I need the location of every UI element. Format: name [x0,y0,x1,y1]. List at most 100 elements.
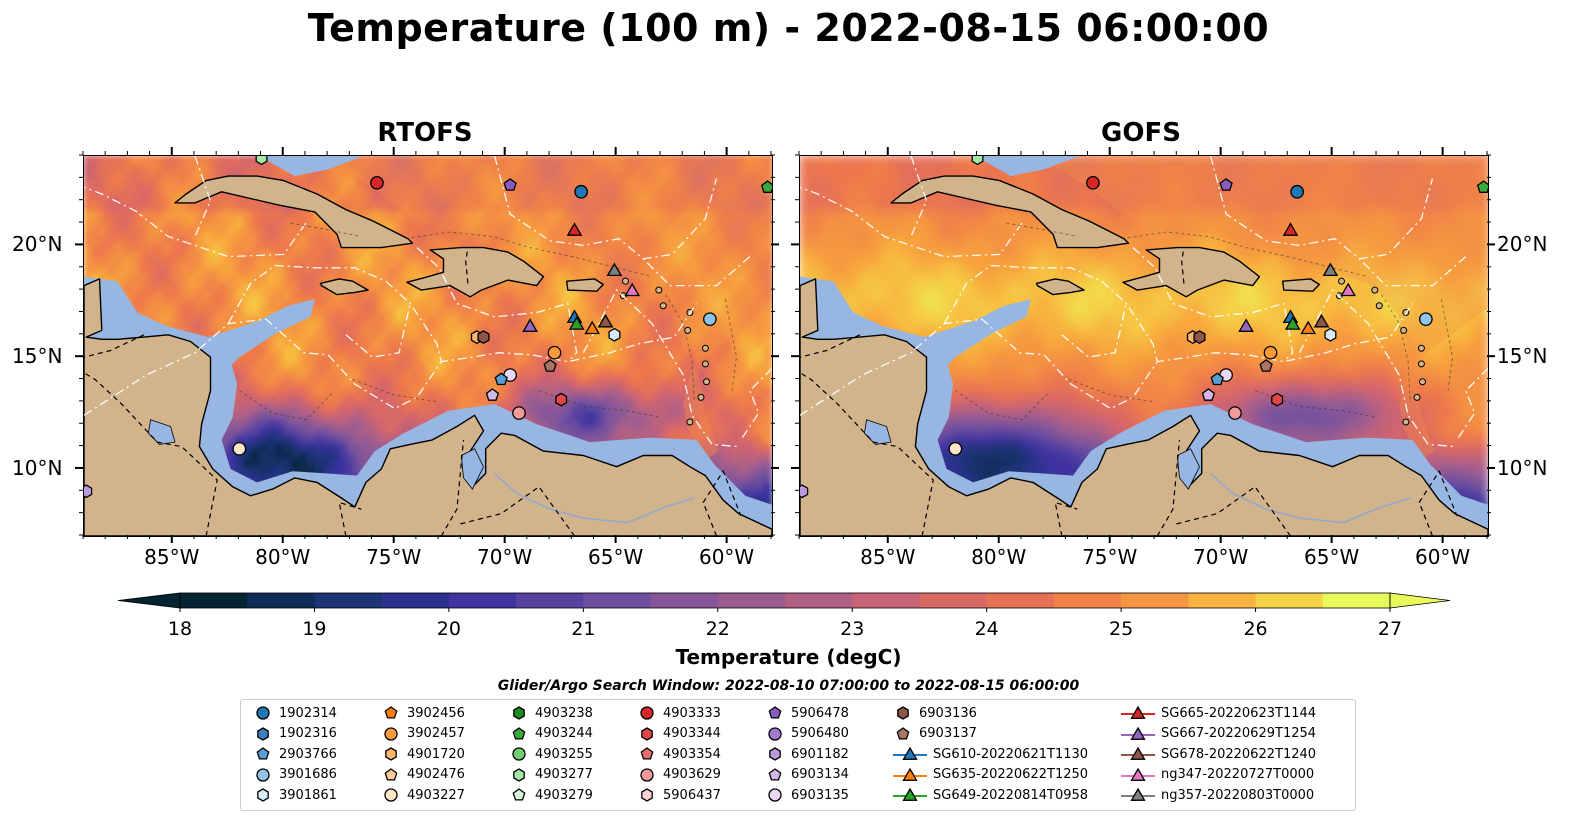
colorbar-extend-low [117,592,181,609]
legend-item-label: 4903279 [535,787,593,803]
marker-2903766 [1210,372,1224,386]
observation-markers [84,156,772,499]
marker-4903333 [370,175,384,190]
legend-item-label: 4903255 [535,746,593,762]
legend-item-label: 5906478 [791,705,849,721]
marker-4903344 [555,392,568,407]
circle-marker-icon [768,726,782,741]
marker-4903344 [1271,392,1284,407]
marker-6903137 [1259,359,1273,372]
legend-item: SG649-20220814T0958 [893,785,1088,805]
circle-marker-icon [512,747,526,761]
legend-item-label: 3901861 [279,787,337,803]
marker-6903137 [543,359,557,372]
pentagon-marker-icon [512,788,526,801]
legend-item: 4903629 [637,765,721,785]
colorbar-tick-label: 23 [840,618,865,640]
marker-SG649-20220814T0958 [568,316,585,330]
panel-title-rtofs: RTOFS [377,118,473,148]
colorbar-segment [180,593,248,608]
legend-item-label: 6903136 [919,705,977,721]
legend-item-label: SG665-20220623T1144 [1161,705,1317,721]
colorbar-segment [717,593,786,608]
marker-SG665-20220623T1144 [1282,222,1299,236]
figure-title: Temperature (100 m) - 2022-08-15 06:00:0… [307,6,1270,50]
hexagon-marker-icon [641,726,653,741]
colorbar-segment [919,593,988,608]
legend-item: SG610-20220621T1130 [893,744,1088,764]
colorbar-segment [986,593,1055,608]
pentagon-marker-icon [512,726,526,740]
legend-item-label: 4903344 [663,726,721,741]
lon-tick-label: 85°W [860,545,916,569]
lat-tick-label: 10°N [12,455,63,480]
marker-SG649-20220814T0958 [1284,316,1301,330]
legend-item: 5906480 [765,724,849,744]
legend-item: 4903279 [509,785,593,805]
observation-markers [800,156,1488,499]
hexagon-marker-icon [513,767,525,782]
legend-item: 4903344 [637,724,721,744]
legend-item: SG678-20220622T1240 [1121,744,1316,764]
lon-tick-label: 70°W [477,545,533,569]
pentagon-marker-icon [256,747,270,760]
hexagon-marker-icon [641,788,653,802]
colorbar-segment [1053,593,1122,608]
legend-item: 3901686 [253,765,337,785]
marker-4903629 [1228,406,1242,420]
lon-tick-label: 65°W [1304,545,1360,569]
colorbar-segment [583,593,652,608]
legend-item: 6903135 [765,785,849,805]
marker-4903277 [971,156,984,166]
lat-tick-label: 15°N [1497,344,1548,369]
marker-3901686 [703,312,717,327]
marker-5906478 [503,178,517,191]
legend-item-label: 4902476 [407,767,465,782]
marker-4903227 [948,441,963,456]
hexagon-marker-icon [769,747,781,761]
circle-marker-icon [256,767,270,782]
colorbar-extend-high [1389,592,1451,609]
lat-tick-label: 20°N [1497,232,1548,257]
marker-4903244 [1476,180,1488,193]
legend-item-label: 2903766 [279,746,337,762]
marker-SG635-20220622T1250 [1300,320,1317,335]
colorbar-segment [1121,593,1189,608]
colorbar-tick-label: 21 [571,618,596,640]
legend-item-label: 5906480 [791,726,849,741]
legend-item: SG665-20220623T1144 [1121,703,1316,723]
marker-SG667-20220629T1254 [522,318,538,332]
pentagon-marker-icon [384,706,398,719]
legend-item: 5906478 [765,703,849,723]
lat-tick-label: 10°N [1497,455,1548,480]
triangle-marker-icon [1121,726,1155,740]
marker-SG635-20220622T1250 [584,320,601,335]
legend-item-label: 6903134 [791,767,849,782]
colorbar-tick-label: 18 [167,618,193,640]
circle-marker-icon [256,706,270,720]
marker-ng347-20220727T0000 [1340,282,1357,297]
colorbar-tick-label: 26 [1243,618,1268,640]
hexagon-marker-icon [385,747,397,761]
colorbar [117,592,1451,612]
legend-item-label: 3901686 [279,767,337,782]
marker-6903136 [477,330,490,345]
legend-item: 6901182 [765,744,849,764]
colorbar-tick-label: 25 [1109,618,1134,640]
colorbar-tick-label: 20 [436,618,461,640]
lon-tick-label: 75°W [366,545,422,569]
circle-marker-icon [640,706,654,720]
colorbar-tick-label: 24 [974,618,999,640]
marker-4903629 [512,406,526,420]
legend-item-label: 4903629 [663,767,721,782]
map-canvas [84,156,772,536]
rtofs-map [83,155,773,537]
circle-marker-icon [768,788,782,802]
marker-ng357-20220803T0000 [606,262,623,277]
hexagon-marker-icon [257,788,269,802]
legend-item: 6903136 [893,703,977,723]
legend-item: 6903134 [765,765,849,785]
marker-4903244 [760,180,772,193]
legend-item: ng347-20220727T0000 [1121,765,1314,785]
legend-item: 4903277 [509,765,593,785]
